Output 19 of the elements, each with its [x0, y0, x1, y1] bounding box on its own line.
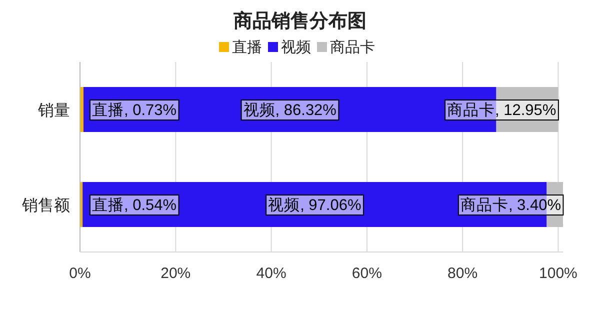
data-label: 商品卡, 12.95%	[447, 101, 556, 119]
x-tick-label: 0%	[69, 265, 91, 282]
x-tick-label: 80%	[448, 265, 478, 282]
data-label: 直播, 0.73%	[92, 101, 177, 119]
bar	[83, 87, 496, 132]
x-tick-label: 20%	[160, 265, 191, 282]
data-label: 商品卡, 3.40%	[460, 196, 562, 214]
legend-label: 视频	[281, 39, 311, 56]
data-label: 直播, 0.54%	[92, 196, 177, 214]
x-tick-label: 60%	[352, 265, 382, 282]
x-tick-label: 40%	[256, 265, 286, 282]
data-label: 视频, 97.06%	[268, 196, 362, 214]
data-label: 视频, 86.32%	[243, 101, 337, 119]
legend-label: 直播	[232, 39, 262, 56]
chart-title: 商品销售分布图	[232, 10, 366, 32]
x-tick-label: 100%	[539, 265, 578, 282]
legend-label: 商品卡	[330, 39, 375, 56]
y-tick-label: 销量	[37, 102, 70, 120]
y-tick-label: 销售额	[21, 196, 70, 214]
